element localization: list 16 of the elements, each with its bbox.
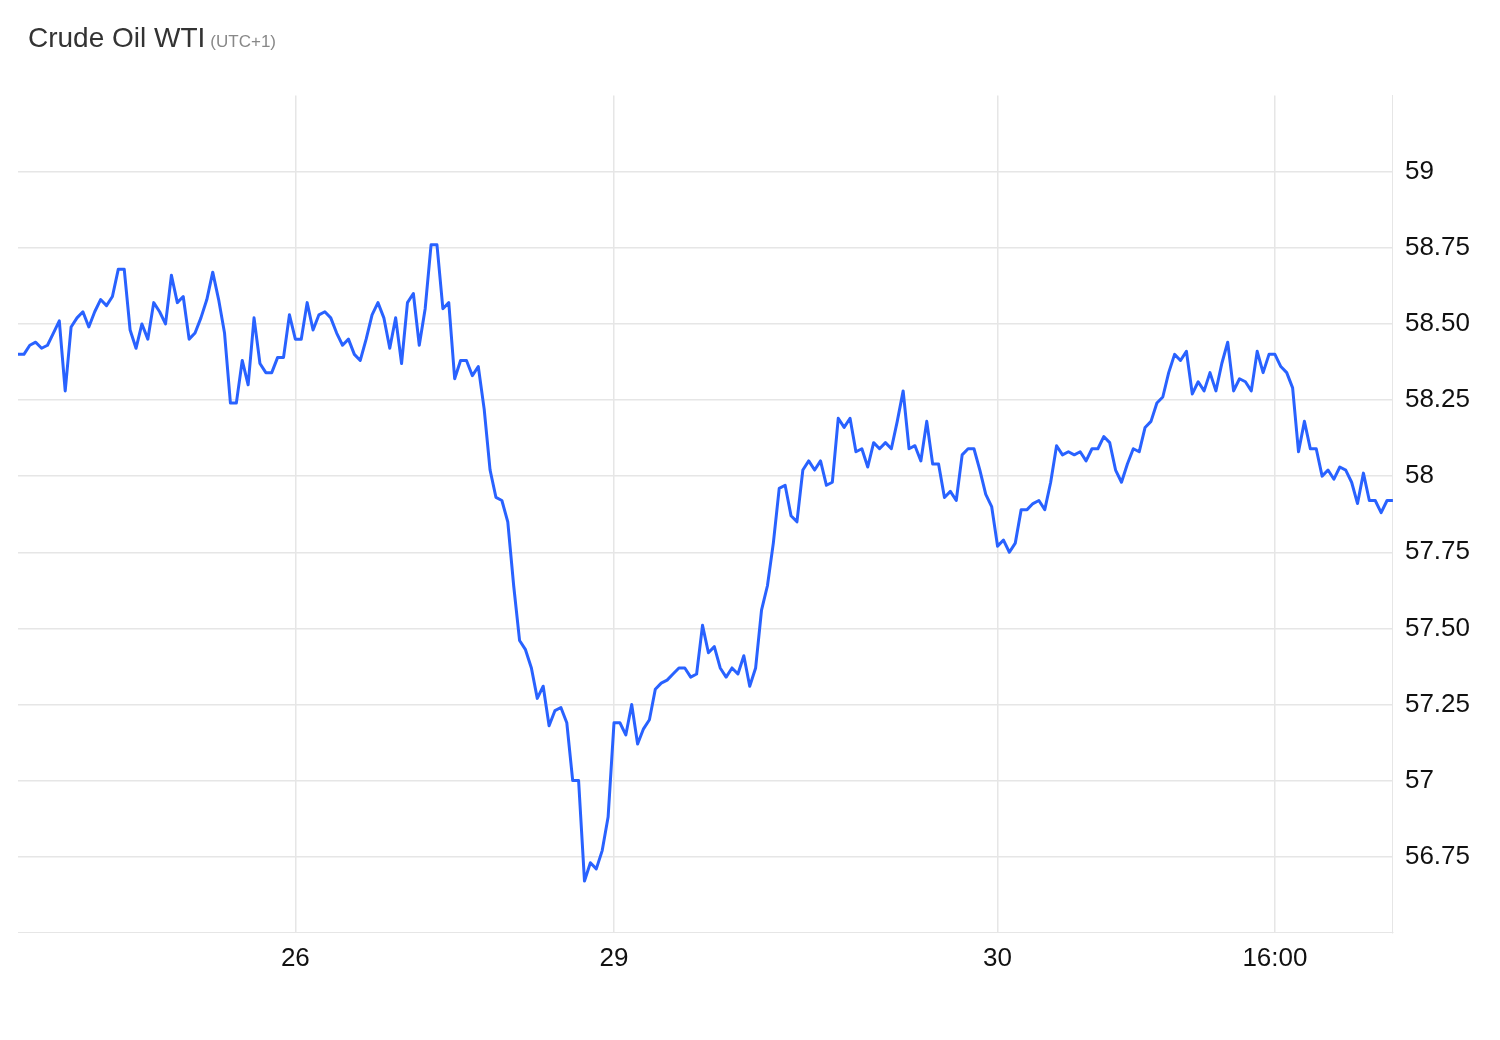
- y-tick-label: 58.50: [1404, 307, 1471, 338]
- y-tick-label: 57.50: [1404, 611, 1471, 642]
- y-tick-label: 57.75: [1404, 535, 1471, 566]
- y-tick-label: 57.25: [1404, 687, 1471, 718]
- y-tick-label: 59: [1404, 154, 1434, 185]
- chart-title: Crude Oil WTI: [28, 22, 206, 53]
- y-tick-label: 57: [1404, 763, 1434, 794]
- y-tick-label: 58: [1404, 459, 1434, 490]
- y-tick-label: 56.75: [1404, 839, 1471, 870]
- x-tick-label: 26: [280, 941, 310, 972]
- x-tick-label: 16:00: [1242, 941, 1308, 972]
- y-tick-label: 58.75: [1404, 230, 1471, 261]
- chart-subtitle: (UTC+1): [210, 32, 277, 51]
- y-tick-label: 58.25: [1404, 383, 1471, 414]
- x-tick-label: 30: [983, 941, 1013, 972]
- x-tick-label: 29: [599, 941, 629, 972]
